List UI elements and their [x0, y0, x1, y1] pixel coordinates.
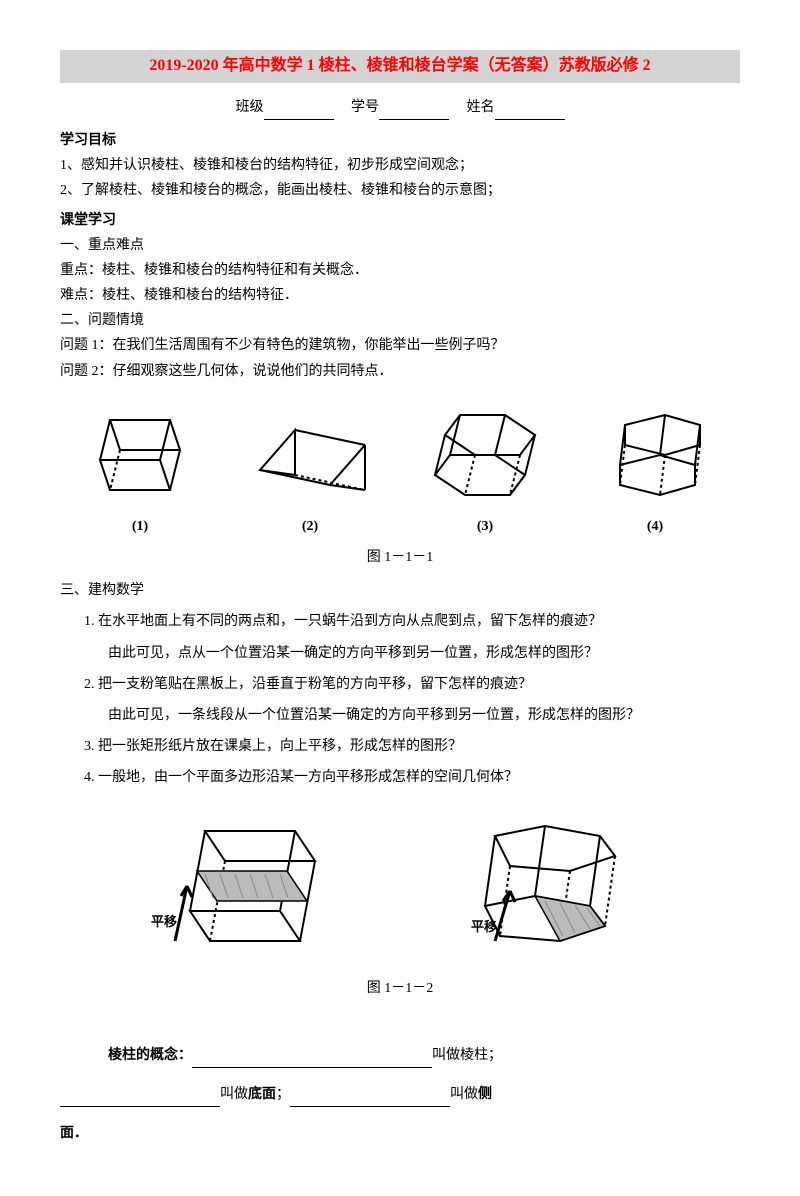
keypoint-1: 重点：棱柱、棱锥和棱台的结构特征和有关概念．: [60, 258, 740, 283]
fig-label-1: (1): [80, 514, 200, 539]
question-1: 问题 1：在我们生活周围有不少有特色的建筑物，你能举出一些例子吗？: [60, 333, 740, 358]
fig-label-3: (3): [420, 514, 550, 539]
translate-label-2: 平移: [471, 919, 497, 934]
prism-figure-2: (2): [240, 400, 380, 539]
fill-3: 面．: [60, 1126, 88, 1141]
concept-label: 棱柱的概念：: [108, 1048, 192, 1063]
figure-caption-1: 图 1－1－1: [60, 545, 740, 570]
figure-row-1: (1) (2): [60, 400, 740, 539]
fill-blank-1: [192, 1052, 432, 1068]
class-label: 班级: [236, 100, 264, 115]
fill-blank-2b: [290, 1091, 450, 1107]
fill-line-1: 棱柱的概念： 叫做棱柱；: [60, 1043, 740, 1068]
figure-caption-2: 图 1－1－2: [60, 976, 740, 1001]
translation-figure-1: 平移: [145, 811, 345, 970]
prism-figure-1: (1): [80, 400, 200, 539]
fill-line-3: 面．: [60, 1121, 740, 1146]
construct-4: 4. 一般地，由一个平面多边形沿某一方向平移形成怎样的空间几何体？: [60, 765, 740, 790]
fill-post-2: 叫做侧: [450, 1087, 492, 1102]
heading-objectives: 学习目标: [60, 128, 740, 153]
objective-1: 1、感知并认识棱柱、棱锥和棱台的结构特征，初步形成空间观念；: [60, 153, 740, 178]
name-label: 姓名: [467, 100, 495, 115]
question-2: 问题 2：仔细观察这些几何体，说说他们的共同特点．: [60, 359, 740, 384]
document-title: 2019-2020 年高中数学 1 棱柱、棱锥和棱台学案（无答案）苏教版必修 2: [60, 50, 740, 83]
fill-post-1: 叫做棱柱；: [432, 1048, 502, 1063]
fill-line-2: 叫做底面； 叫做侧: [60, 1082, 740, 1107]
heading-keypoints: 一、重点难点: [60, 233, 740, 258]
prism-figure-4: (4): [590, 400, 720, 539]
id-blank: [379, 104, 449, 120]
fill-blank-2a: [60, 1091, 220, 1107]
construct-1b: 由此可见，点从一个位置沿某一确定的方向平移到另一位置，形成怎样的图形？: [60, 641, 740, 666]
heading-classroom: 课堂学习: [60, 208, 740, 233]
figure-row-2: 平移 平移: [100, 811, 700, 970]
class-blank: [264, 104, 334, 120]
fill-mid-2: 叫做底面；: [220, 1087, 290, 1102]
name-blank: [495, 104, 565, 120]
construct-1: 1. 在水平地面上有不同的两点和，一只蜗牛沿到方向从点爬到点，留下怎样的痕迹？: [60, 609, 740, 634]
translation-figure-2: 平移: [435, 811, 655, 970]
construct-3: 3. 把一张矩形纸片放在课桌上，向上平移，形成怎样的图形？: [60, 734, 740, 759]
heading-situation: 二、问题情境: [60, 308, 740, 333]
prism-figure-3: (3): [420, 400, 550, 539]
fig-label-2: (2): [240, 514, 380, 539]
keypoint-2: 难点：棱柱、棱锥和棱台的结构特征．: [60, 283, 740, 308]
fig-label-4: (4): [590, 514, 720, 539]
heading-construct: 三、建构数学: [60, 578, 740, 603]
construct-2: 2. 把一支粉笔贴在黑板上，沿垂直于粉笔的方向平移，留下怎样的痕迹？: [60, 672, 740, 697]
construct-2b: 由此可见，一条线段从一个位置沿某一确定的方向平移到另一位置，形成怎样的图形？: [60, 703, 740, 728]
student-info-line: 班级 学号 姓名: [60, 95, 740, 120]
objective-2: 2、了解棱柱、棱锥和棱台的概念，能画出棱柱、棱锥和棱台的示意图；: [60, 178, 740, 203]
translate-label-1: 平移: [151, 914, 177, 929]
id-label: 学号: [351, 100, 379, 115]
